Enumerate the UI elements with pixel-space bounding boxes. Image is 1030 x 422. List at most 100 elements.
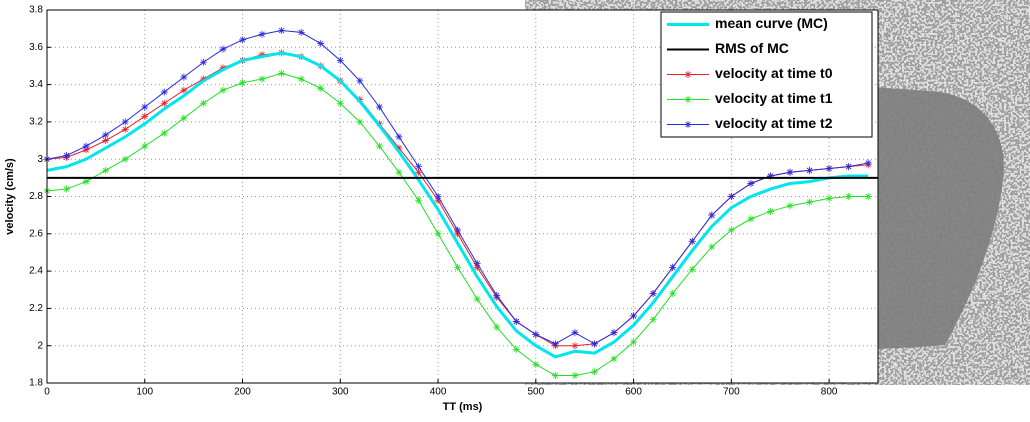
point-marker [258,30,266,38]
point-marker [825,194,833,202]
point-marker [454,226,462,234]
y-tick-label: 1.8 [29,378,43,389]
plot: 1.8 2 2.2 2.4 2.6 2.8 3 3.2 3.4 3.6 3.8 0 100 200 300 4… [4,5,879,413]
legend-marker [684,71,692,78]
point-marker [688,265,696,273]
point-marker [864,193,872,200]
point-marker [473,263,481,271]
point-marker [669,263,677,271]
point-marker [395,168,403,176]
point-marker [727,226,735,234]
point-marker [141,142,149,150]
x-tick-label: 700 [723,387,740,398]
point-marker [747,215,755,223]
point-marker [825,165,833,173]
legend-label: velocity at time t0 [715,65,833,81]
point-marker [532,360,540,368]
point-marker [845,193,853,200]
point-marker [160,88,168,96]
x-tick-label: 500 [527,387,544,398]
point-marker [434,230,442,238]
point-marker [356,77,364,85]
x-tick-label: 600 [625,387,642,398]
point-marker [708,243,716,251]
point-marker [141,103,149,111]
point-marker [297,75,305,83]
point-marker [786,168,794,176]
point-marker [415,168,423,176]
point-marker [590,340,598,348]
x-tick-label: 100 [136,387,153,398]
y-tick-label: 2.2 [29,303,43,314]
legend-marker [684,96,692,103]
legend-label: mean curve (MC) [715,15,828,31]
x-axis-label: TT (ms) [443,401,483,413]
point-marker [82,178,90,186]
point-marker [551,372,559,380]
point-marker [395,144,403,152]
point-marker [806,198,814,206]
x-tick-label: 0 [44,387,50,398]
point-marker [180,86,188,94]
point-marker [571,372,579,380]
point-marker [766,172,774,180]
point-marker [82,142,90,150]
point-marker [669,289,677,297]
point-marker [551,340,559,348]
y-tick-label: 3 [37,154,43,165]
point-marker [766,207,774,215]
point-marker [180,114,188,122]
point-marker [864,159,872,167]
point-marker [512,345,520,353]
y-tick-label: 2.8 [29,191,43,202]
y-axis-label: velocity (cm/s) [4,158,16,235]
point-marker [239,79,247,87]
x-tick-label: 300 [332,387,349,398]
point-marker [199,58,207,66]
point-marker [258,75,266,83]
point-marker [82,146,90,154]
point-marker [219,45,227,53]
point-marker [278,69,286,77]
legend-marker [684,121,692,128]
point-marker [649,289,657,297]
point-marker [63,185,71,193]
point-marker [649,316,657,324]
point-marker [473,295,481,303]
point-marker [219,64,227,72]
point-marker [415,163,423,171]
series-line [46,51,869,359]
y-tick-label: 3.4 [29,79,43,90]
point-marker [454,263,462,271]
point-marker [356,118,364,126]
y-tick-label: 3.6 [29,42,43,53]
point-marker [434,196,442,204]
point-marker [199,75,207,83]
point-marker [375,103,383,111]
point-marker [239,36,247,44]
point-marker [727,193,735,200]
point-marker [610,355,618,363]
point-marker [630,312,638,320]
x-tick-label: 200 [234,387,251,398]
point-marker [121,118,129,126]
point-marker [708,211,716,219]
point-marker [63,151,71,159]
point-marker [786,202,794,210]
point-marker [434,193,442,200]
point-marker [610,329,618,337]
legend-label: RMS of MC [715,40,789,56]
point-marker [806,166,814,174]
point-marker [493,291,501,299]
point-marker [571,342,579,350]
plot-frame [46,9,879,384]
point-marker [199,99,207,107]
point-marker [395,133,403,141]
point-marker [141,112,149,120]
y-tick-label: 3.2 [29,117,43,128]
point-marker [102,131,110,139]
point-marker [336,56,344,64]
point-marker [375,142,383,150]
point-marker [297,28,305,36]
point-marker [454,230,462,238]
